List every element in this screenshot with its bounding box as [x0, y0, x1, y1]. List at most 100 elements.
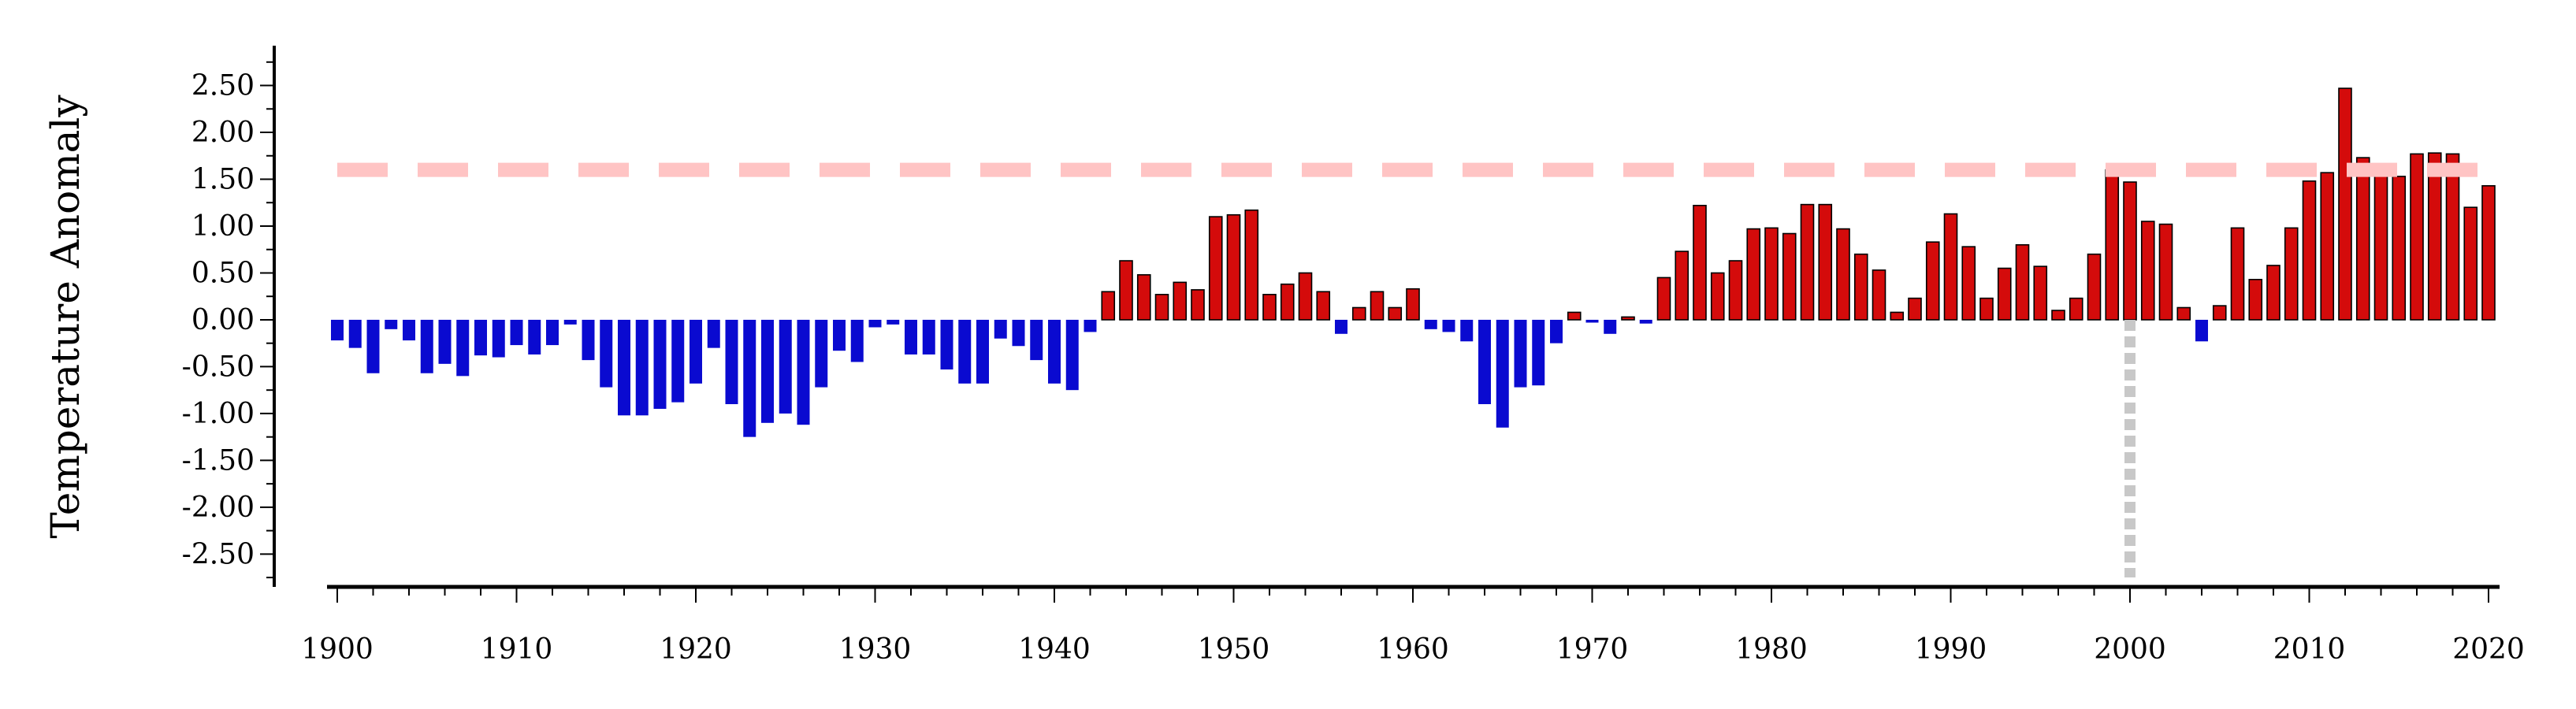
bar-2010	[2302, 180, 2317, 321]
bar-1986	[1872, 269, 1886, 321]
bar-1946	[1154, 294, 1169, 321]
bar-1954	[1298, 272, 1313, 321]
bar-1938	[1012, 319, 1025, 347]
bar-2012	[2338, 87, 2352, 321]
x-axis-ticks: 1900 1910 1920 1930 1940 1950 1960 1970 1980 1990…	[301, 587, 2525, 666]
bar-1903	[385, 319, 398, 329]
y-axis-ticks: 2.50 2.00 1.50 1.00 0.50 0.00 -0.50 -1.00 -1.50 -…	[182, 61, 274, 579]
bar-1989	[1925, 241, 1940, 321]
y-tick-label: 0.00	[191, 304, 255, 336]
x-tick-label: 2010	[2273, 633, 2346, 666]
bar-1981	[1782, 232, 1797, 321]
bar-1980	[1764, 227, 1779, 321]
bar-1945	[1136, 274, 1151, 321]
bar-1966	[1514, 319, 1527, 388]
bar-1931	[887, 319, 900, 325]
bar-2018	[2445, 153, 2460, 321]
bar-1963	[1460, 319, 1474, 342]
reference-lines	[337, 162, 2490, 577]
x-tick-label: 1900	[301, 633, 374, 666]
bar-1967	[1532, 319, 1545, 386]
bar-1952	[1262, 294, 1277, 321]
bar-1958	[1370, 291, 1385, 321]
bar-1961	[1424, 319, 1437, 329]
bar-1983	[1818, 203, 1833, 321]
x-tick-label: 1980	[1735, 633, 1808, 666]
bar-1928	[833, 319, 846, 351]
bar-2004	[2195, 319, 2208, 342]
bar-1955	[1316, 291, 1331, 321]
bar-1965	[1496, 319, 1509, 428]
bar-1905	[420, 319, 433, 373]
bar-1992	[1979, 297, 1994, 321]
bar-1924	[761, 319, 774, 423]
bar-1939	[1030, 319, 1043, 361]
bar-1960	[1406, 288, 1420, 321]
y-tick-label: 0.50	[191, 257, 255, 289]
bar-1997	[2069, 297, 2083, 321]
x-tick-label: 1960	[1377, 633, 1449, 666]
y-tick-label: 1.00	[191, 210, 255, 243]
y-tick-label: 2.50	[191, 70, 255, 102]
bar-2007	[2248, 278, 2263, 321]
bar-1940	[1048, 319, 1061, 384]
y-tick-label: -0.50	[182, 351, 255, 383]
x-tick-label: 1930	[839, 633, 912, 666]
bar-1916	[618, 319, 630, 416]
bar-1923	[743, 319, 756, 437]
bar-1979	[1746, 228, 1761, 321]
bar-1933	[922, 319, 935, 354]
bar-1901	[348, 319, 362, 348]
bar-1943	[1101, 291, 1116, 321]
bar-1947	[1173, 281, 1188, 321]
bar-2020	[2481, 185, 2496, 321]
bar-2014	[2373, 172, 2388, 321]
bar-1982	[1800, 203, 1815, 321]
x-tick-label: 1920	[660, 633, 732, 666]
bar-1972	[1621, 316, 1635, 321]
bar-1985	[1853, 253, 1868, 321]
bar-2013	[2355, 157, 2370, 321]
bar-1941	[1065, 319, 1079, 391]
x-tick-label: 1940	[1018, 633, 1091, 666]
bar-1904	[403, 319, 415, 341]
bar-1987	[1890, 311, 1905, 321]
bar-1917	[635, 319, 649, 416]
bar-2002	[2158, 223, 2173, 321]
bar-1949	[1208, 216, 1223, 321]
bar-1948	[1191, 289, 1205, 321]
bar-1932	[905, 319, 917, 354]
y-tick-label: 2.00	[191, 117, 255, 149]
bar-1977	[1710, 272, 1725, 321]
bar-1974	[1656, 277, 1671, 321]
bar-1950	[1226, 213, 1241, 321]
y-tick-label: -2.00	[182, 492, 255, 524]
bar-2016	[2410, 153, 2424, 321]
bar-1925	[779, 319, 792, 414]
bar-2001	[2140, 221, 2155, 321]
bar-1922	[725, 319, 738, 405]
bar-2005	[2212, 305, 2227, 321]
bar-1968	[1550, 319, 1563, 343]
bar-1927	[815, 319, 828, 388]
bar-1930	[868, 319, 882, 328]
bar-1902	[366, 319, 380, 373]
bar-1921	[707, 319, 720, 348]
bar-1999	[2105, 169, 2120, 321]
y-tick-label: 1.50	[191, 164, 255, 196]
bar-1914	[582, 319, 595, 361]
x-tick-label: 1990	[1915, 633, 1987, 666]
bar-1976	[1693, 205, 1707, 321]
bar-1995	[2033, 265, 2048, 321]
bar-1918	[653, 319, 667, 409]
bar-2009	[2284, 227, 2299, 321]
bar-2017	[2427, 152, 2442, 321]
bar-1988	[1908, 297, 1922, 321]
bar-2006	[2230, 227, 2245, 321]
bar-1994	[2015, 243, 2030, 321]
bar-1929	[850, 319, 864, 362]
bar-1934	[940, 319, 953, 369]
bar-2008	[2266, 265, 2280, 321]
bar-2003	[2176, 306, 2191, 321]
